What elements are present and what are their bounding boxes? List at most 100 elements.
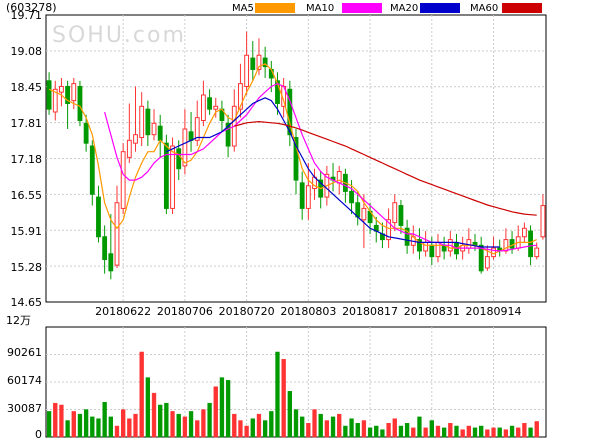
candlestick — [59, 77, 64, 107]
volume-bar — [164, 402, 169, 438]
price-tick-label: 15.91 — [11, 225, 43, 238]
candle-body-up — [484, 256, 490, 269]
candlestick — [83, 114, 89, 152]
candlestick — [52, 80, 58, 121]
volume-bar — [318, 413, 323, 438]
price-tick-label: 16.55 — [11, 189, 43, 202]
volume-bar — [108, 416, 113, 438]
candlestick — [404, 219, 410, 254]
candlesticks — [46, 31, 546, 280]
candlestick — [256, 38, 262, 76]
price-tick-label: 14.65 — [11, 296, 43, 309]
candle-body-up — [52, 88, 58, 113]
candlestick — [287, 80, 293, 147]
candlestick — [213, 97, 219, 118]
candle-body-down — [275, 80, 280, 104]
volume-bar — [479, 425, 484, 438]
moving-average-lines — [48, 63, 537, 255]
volume-tick-label: 90261 — [7, 346, 42, 359]
price-tick-label: 17.18 — [11, 153, 43, 166]
candle-body-up — [133, 134, 138, 144]
volume-bar — [355, 423, 360, 438]
candlestick — [293, 129, 299, 195]
volume-bar — [516, 427, 521, 438]
candle-body-down — [157, 125, 163, 141]
candlestick — [417, 228, 422, 260]
volume-bar — [201, 409, 206, 438]
volume-bar — [306, 423, 311, 438]
volume-bar — [485, 429, 490, 438]
candle-body-down — [398, 205, 404, 226]
volume-bar — [349, 418, 354, 438]
volume-bar — [337, 413, 342, 438]
volume-bar — [176, 413, 181, 438]
volume-bar — [262, 420, 268, 438]
candle-body-up — [238, 83, 243, 110]
candle-body-down — [478, 244, 484, 272]
volume-bar — [46, 411, 52, 438]
candlestick — [540, 194, 546, 240]
volume-tick-label: 60174 — [7, 374, 42, 387]
volume-bar — [361, 420, 367, 438]
price-tick-label: 17.81 — [11, 117, 43, 130]
candle-body-up — [386, 219, 392, 241]
volume-bar — [343, 425, 348, 438]
stock-code: (603278) — [6, 1, 57, 14]
volume-bar — [114, 425, 120, 438]
volume-bar — [448, 423, 453, 438]
candle-body-up — [151, 122, 157, 136]
volume-bar — [145, 377, 151, 438]
candle-body-up — [194, 117, 200, 141]
volume-bar — [65, 420, 70, 438]
legend-swatch-ma20 — [420, 3, 460, 13]
price-tick-label: 19.08 — [11, 45, 43, 58]
candle-body-up — [120, 151, 126, 209]
candlestick — [305, 163, 311, 220]
date-tick-label: 20180803 — [280, 305, 336, 318]
candle-body-up — [423, 241, 429, 252]
volume-bar — [77, 413, 83, 438]
candle-body-up — [71, 83, 77, 102]
candle-body-up — [521, 227, 527, 238]
candle-body-up — [213, 105, 219, 110]
volume-bar — [417, 416, 422, 438]
volume-bar — [466, 425, 472, 438]
candlestick — [176, 140, 182, 181]
volume-bar — [330, 416, 336, 438]
price-tick-label: 15.28 — [11, 261, 43, 274]
candlestick — [392, 194, 398, 232]
candle-body-down — [102, 236, 108, 260]
volume-bar — [127, 418, 132, 438]
volume-bar — [53, 402, 58, 438]
candle-body-up — [59, 85, 64, 93]
volume-bar — [250, 418, 255, 438]
volume-bar — [429, 420, 434, 438]
candle-body-down — [145, 108, 151, 136]
legend: MA5 MA10 MA20 MA60 — [232, 3, 542, 14]
legend-swatch-ma60 — [502, 3, 542, 13]
volume-bar — [219, 377, 225, 438]
volume-tick-label: 0 — [35, 428, 42, 440]
candle-body-up — [200, 94, 206, 121]
volume-bar — [522, 423, 527, 438]
candle-body-up — [182, 128, 188, 167]
candlestick — [534, 242, 540, 260]
candlestick — [299, 171, 305, 220]
volume-bar — [151, 392, 157, 438]
volume-axis: 12万 90261 60174 30087 0 — [6, 314, 42, 440]
volume-bar — [528, 427, 533, 438]
candle-body-up — [170, 145, 175, 209]
candle-body-up — [244, 54, 250, 87]
legend-label-ma5: MA5 — [232, 3, 254, 14]
volume-bar — [71, 411, 76, 438]
candlestick — [163, 134, 169, 215]
candle-body-up — [114, 202, 120, 266]
volume-bar — [207, 402, 212, 438]
candlestick — [250, 41, 256, 81]
candle-body-up — [491, 247, 496, 258]
volume-bar — [170, 411, 175, 438]
candlestick — [194, 100, 200, 147]
volume-bar — [374, 425, 379, 438]
candle-body-down — [287, 88, 293, 136]
ma20-line — [166, 97, 500, 248]
